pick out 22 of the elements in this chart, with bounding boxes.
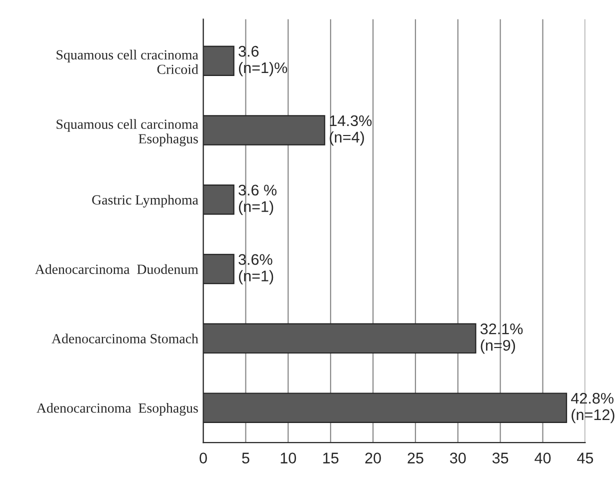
data-label: 3.6 % (n=1) bbox=[238, 184, 277, 215]
y-tick-label: Adenocarcinoma Esophagus bbox=[36, 403, 198, 416]
x-tick-label: 45 bbox=[577, 452, 594, 464]
x-tick-label: 15 bbox=[323, 452, 338, 464]
x-tick-label: 30 bbox=[450, 452, 466, 464]
x-tick-label: 35 bbox=[492, 452, 508, 464]
y-tick-label: Gastric Lymphoma bbox=[92, 194, 198, 208]
y-tick-label: Squamous cell carcinoma Esophagus bbox=[56, 119, 198, 146]
x-tick-label: 5 bbox=[242, 452, 250, 464]
x-tick-label: 10 bbox=[280, 452, 296, 464]
data-label: 32.1% (n=9) bbox=[480, 323, 523, 354]
y-tick-label: Adenocarcinoma Stomach bbox=[52, 334, 198, 344]
x-tick-label: 40 bbox=[534, 452, 551, 464]
data-label: 14.3% (n=4) bbox=[330, 115, 372, 146]
x-tick-label: 20 bbox=[365, 452, 381, 464]
x-tick-label: 0 bbox=[200, 452, 207, 464]
y-tick-label: Adenocarcinoma Duodenum bbox=[35, 264, 198, 274]
data-label: 3.6 (n=1)% bbox=[238, 46, 288, 76]
data-label: 3.6% (n=1) bbox=[238, 254, 274, 284]
data-label: 42.8% (n=12) bbox=[571, 392, 614, 424]
y-tick-label: Squamous cell cracinoma Cricoid bbox=[56, 50, 198, 74]
x-tick-label: 25 bbox=[408, 452, 424, 464]
